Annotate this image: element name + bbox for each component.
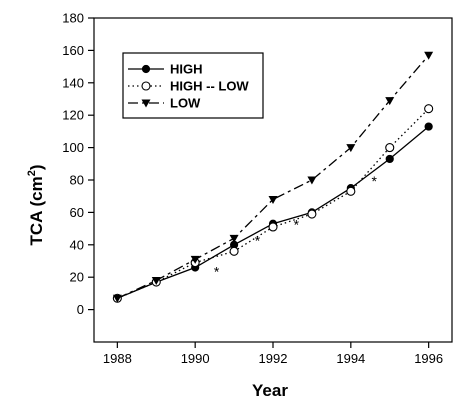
significance-marker: *	[371, 173, 377, 189]
y-tick-label: 140	[62, 75, 84, 90]
x-tick-label: 1988	[103, 351, 132, 366]
y-tick-label: 40	[70, 237, 84, 252]
legend-marker	[141, 99, 151, 108]
data-point	[385, 97, 395, 106]
series-3	[112, 51, 434, 303]
significance-marker: *	[255, 233, 261, 249]
y-axis-title-close: )	[27, 164, 46, 170]
x-axis-title: Year	[252, 381, 288, 400]
y-axis-title: TCA (cm2)	[26, 164, 46, 245]
y-axis-title-superscript: 2	[26, 170, 38, 176]
series-layer	[112, 51, 434, 303]
y-tick-label: 20	[70, 270, 84, 285]
legend-marker	[141, 64, 151, 74]
significance-marker: *	[214, 263, 220, 279]
series-line	[117, 54, 430, 299]
legend-label: HIGH	[170, 62, 203, 77]
legend-item: LOW	[128, 96, 201, 111]
y-tick-label: 120	[62, 108, 84, 123]
y-tick-label: 0	[77, 302, 84, 317]
data-point	[346, 144, 356, 153]
y-tick-label: 100	[62, 140, 84, 155]
x-tick-label: 1994	[336, 351, 365, 366]
y-tick-label: 60	[70, 205, 84, 220]
data-point	[424, 51, 434, 60]
data-point	[307, 209, 317, 219]
data-point	[385, 154, 394, 164]
axes: 0 20 40 60 80 100 120 140 160 180 1988 1990 1992 1994…	[62, 11, 453, 366]
data-point	[190, 255, 200, 264]
data-point	[229, 246, 239, 256]
data-point	[424, 122, 433, 131]
x-tick-label: 1990	[181, 351, 210, 366]
y-tick-label: 180	[62, 11, 84, 26]
y-tick-label: 160	[62, 43, 84, 58]
data-point	[385, 143, 395, 153]
significance-marker: *	[294, 217, 300, 233]
data-point	[112, 294, 122, 303]
annotation-layer: * * * *	[214, 173, 378, 280]
legend-label: LOW	[170, 96, 201, 111]
data-point	[307, 176, 317, 185]
legend-item: HIGH	[128, 62, 203, 77]
data-point	[229, 234, 239, 243]
y-axis-title-main: TCA (cm	[27, 176, 46, 245]
data-point	[268, 195, 278, 204]
legend-item: HIGH -- LOW	[128, 79, 249, 94]
y-tick-label: 80	[70, 173, 84, 188]
x-tick-label: 1992	[259, 351, 288, 366]
legend-label: HIGH -- LOW	[170, 79, 249, 94]
x-tick-label: 1996	[414, 351, 443, 366]
series-line	[117, 126, 430, 299]
legend: HIGH HIGH -- LOW LOW	[122, 52, 264, 119]
data-point	[346, 186, 356, 196]
series-1	[113, 122, 433, 303]
data-point	[268, 222, 278, 232]
data-point	[151, 276, 161, 285]
data-point	[424, 104, 434, 114]
legend-marker	[141, 81, 151, 91]
